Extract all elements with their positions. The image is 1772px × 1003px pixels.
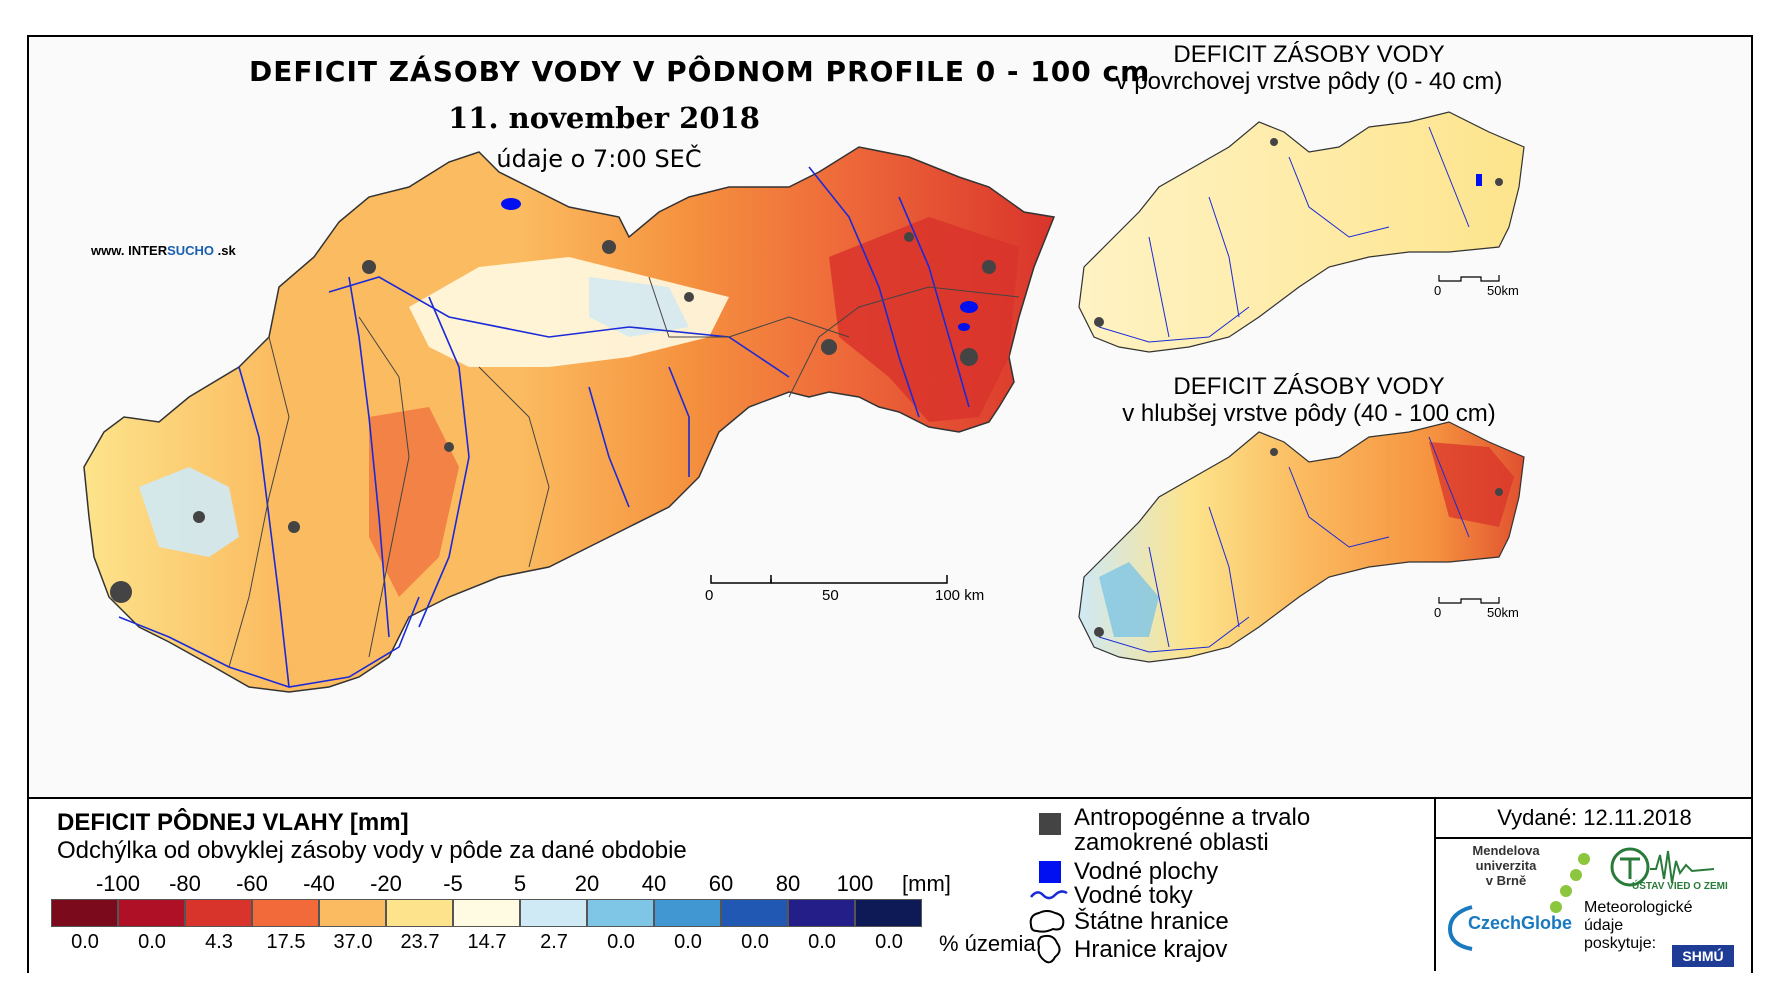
legend-swatch [520,899,587,927]
legend-pct-value: 0.0 [875,931,903,953]
legend-pct-value: 37.0 [333,931,373,953]
inset-bottom-urban [1094,448,1503,637]
shmu-logo: SHMÚ [1672,945,1734,967]
inset-bottom-title: DEFICIT ZÁSOBY VODY v hlubšej vrstve pôd… [1122,373,1496,427]
inset-top-rivers [1098,126,1470,343]
legend-tick-label: 5 [513,871,527,896]
legend-pct-unit: % územia [939,931,1036,956]
czechglobe-arc-icon [1447,905,1473,951]
legend-pct-value: 2.7 [540,931,568,953]
legend-tick-label: -20 [370,871,402,896]
main-map-svg [83,111,1525,693]
legend-panel: DEFICIT PÔDNEJ VLAHY [mm] Odchýlka od ob… [29,797,1753,973]
main-date: 11. november 2018 [448,101,760,135]
ustav-logo-icon [1610,847,1715,887]
legend-pct-value: 0.0 [607,931,635,953]
legend-pct-value: 0.0 [71,931,99,953]
legend-unit: [mm] [902,871,951,896]
inset-bottom-scale-zero: 0 [1434,605,1442,620]
legend-subtitle: Odchýlka od obvyklej zásoby vody v pôde … [57,837,687,864]
legend-tick-label: 80 [775,871,801,896]
slovakia-main-outline [83,146,1056,693]
main-scale-bar [710,575,948,584]
legend-pct-value: 0.0 [138,931,166,953]
inset-bottom-scale-end: 50km [1487,605,1519,620]
map-area: DEFICIT ZÁSOBY VODY V PÔDNOM PROFILE 0 -… [29,37,1751,797]
water-bodies-label: Vodné plochy [1074,858,1219,885]
legend-title: DEFICIT PÔDNEJ VLAHY [mm] [57,809,409,836]
legend-pct-value: 23.7 [400,931,440,953]
main-urban-areas [110,232,996,603]
region-borders [228,276,1020,668]
legend-swatch [654,899,721,927]
inset-bottom-red-zone [1429,442,1514,527]
anthropogenic-swatch-icon [1039,813,1061,835]
inset-top-scale-bar [1438,275,1500,282]
ustav-logo-label: ÚSTAV VIED O ZEMI [1632,881,1728,892]
inset-top-scale-zero: 0 [1434,283,1442,298]
legend-swatch [721,899,788,927]
main-scale-zero: 0 [705,587,714,604]
red-zone-center [369,407,459,597]
inset-bottom-scale-bar [1438,597,1500,604]
info-box: Vydané: 12.11.2018 Mendelova univerzita … [1434,799,1753,971]
main-rivers [118,166,970,688]
legend-tick-label: 60 [708,871,734,896]
inset-top-urban [1094,138,1503,327]
inset-bottom-blue-zone [1099,562,1159,637]
map-frame: DEFICIT ZÁSOBY VODY V PÔDNOM PROFILE 0 -… [27,35,1753,973]
legend-tick-label: -40 [303,871,335,896]
main-scale-end: 100 km [935,587,985,604]
main-scale-mid: 50 [822,587,839,604]
inset-bottom-rivers [1098,436,1470,653]
main-title: DEFICIT ZÁSOBY VODY V PÔDNOM PROFILE 0 -… [249,55,1151,88]
issued-date: Vydané: 12.11.2018 [1436,805,1753,839]
legend-pct-value: 0.0 [741,931,769,953]
region-border-icon [1037,934,1061,964]
legend-swatch [453,899,520,927]
legend-swatch [319,899,386,927]
light-blue-zone-west [139,467,239,557]
red-zone-east [829,217,1019,422]
inset-bottom-outline [1078,421,1525,663]
mendel-dots-icon [1550,853,1590,913]
mendel-logo: Mendelova univerzita v Brně [1472,843,1540,888]
legend-pct-value: 17.5 [266,931,306,953]
legend-pct-value: 0.0 [674,931,702,953]
state-border-label: Štátne hranice [1074,908,1229,935]
legend-tick-label: 20 [574,871,600,896]
region-border-label: Hranice krajov [1074,936,1228,963]
main-time: údaje o 7:00 SEČ [496,145,702,173]
legend-swatch [252,899,319,927]
met-provider-label: Meteorologické údaje poskytuje: [1584,899,1693,952]
legend-swatch [386,899,453,927]
site-link[interactable]: www. INTERSUCHO .sk [91,243,236,258]
legend-swatch [788,899,855,927]
legend-pct-value: 0.0 [808,931,836,953]
legend-tick-label: 40 [641,871,667,896]
rivers-label: Vodné toky [1074,882,1193,909]
legend-pct-value: 4.3 [205,931,233,953]
legend-tick-label: -5 [443,871,463,896]
legend-tick-label: 100 [836,871,874,896]
legend-swatch [118,899,185,927]
main-water-bodies [501,198,978,331]
czechglobe-logo: CzechGlobe [1468,913,1573,933]
legend-tick-label: -60 [236,871,268,896]
legend-swatch [51,899,118,927]
legend-pct-value: 14.7 [467,931,507,953]
legend-swatch [587,899,654,927]
anthropogenic-label: Antropogénne a trvalo zamokrené oblasti [1074,804,1311,856]
legend-swatch [185,899,252,927]
inset-top-title: DEFICIT ZÁSOBY VODY v povrchovej vrstve … [1115,41,1503,95]
inset-top-scale-end: 50km [1487,283,1519,298]
inset-top-outline [1078,111,1525,353]
state-border-icon [1029,910,1065,933]
legend-swatch [855,899,922,927]
water-body-swatch-icon [1039,861,1061,883]
legend-tick-label: -100 [95,871,141,896]
river-line-icon [1030,890,1068,900]
inset-top-water [1476,174,1482,186]
legend-tick-label: -80 [169,871,201,896]
